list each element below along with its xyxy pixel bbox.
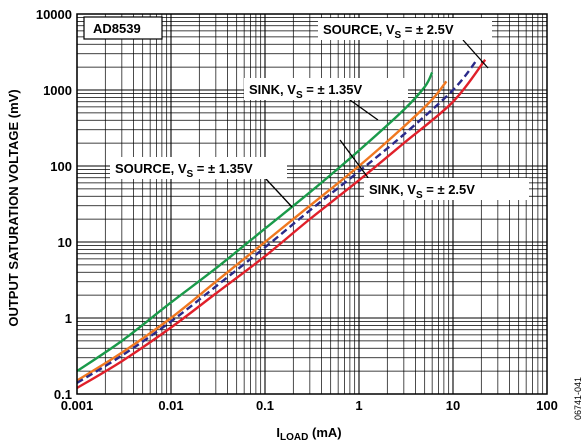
y-tick-label: 0.1	[54, 387, 72, 402]
series-line-source_2v5	[76, 59, 478, 384]
part-label-box: AD8539	[83, 16, 163, 40]
y-tick-labels: 0.1 1 10 100 1000 10000	[36, 7, 72, 402]
annotation-source_1v35: SOURCE, VS = ± 1.35V	[110, 157, 293, 208]
y-tick-label: 10000	[36, 7, 72, 22]
y-axis-label: OUTPUT SATURATION VOLTAGE (mV)	[6, 89, 21, 326]
x-tick-label: 0.01	[158, 398, 183, 413]
annotations: SOURCE, VS = ± 2.5V SINK, VS = ± 1.35V SOU…	[110, 18, 529, 208]
annotation-pointer	[339, 139, 373, 184]
x-tick-label: 10	[446, 398, 460, 413]
annotation-sink_2v5: SINK, VS = ± 2.5V	[339, 139, 529, 201]
annotation-box	[110, 157, 287, 179]
annotation-source_2v5: SOURCE, VS = ± 2.5V	[318, 18, 492, 69]
y-tick-label: 100	[50, 159, 72, 174]
annotation-sink_1v35: SINK, VS = ± 1.35V	[244, 78, 408, 121]
annotation-text: SOURCE, VS = ± 1.35V	[115, 161, 253, 180]
x-tick-labels: 0.001 0.01 0.1 1 10 100	[61, 398, 558, 413]
x-tick-label: 0.001	[61, 398, 94, 413]
y-tick-label: 1	[65, 311, 72, 326]
part-label: AD8539	[93, 21, 141, 36]
annotation-pointer	[462, 39, 489, 69]
figure-code: 06741-041	[573, 377, 583, 420]
annotation-pointer	[349, 99, 379, 121]
y-tick-label: 10	[58, 235, 72, 250]
x-tick-label: 1	[355, 398, 362, 413]
annotation-box	[318, 18, 492, 40]
x-axis-label-sub: LOAD	[280, 432, 308, 443]
x-tick-label: 100	[536, 398, 558, 413]
annotation-box	[244, 78, 408, 100]
x-axis-label: ILOAD (mA)	[276, 425, 341, 443]
x-tick-label: 0.1	[256, 398, 274, 413]
series-line-source_1v35	[76, 71, 434, 373]
plot-frame	[76, 13, 548, 395]
annotation-box	[364, 178, 529, 200]
annotation-text: SOURCE, VS = ± 2.5V	[323, 22, 454, 41]
series-line-sink_2v5	[76, 59, 487, 390]
x-axis-label-tail: (mA)	[308, 425, 341, 440]
annotation-pointer	[265, 178, 293, 208]
series-line-sink_1v35	[76, 80, 448, 382]
series-layer	[76, 59, 487, 390]
x-axis-label-main: I	[276, 425, 280, 440]
y-tick-label: 1000	[43, 83, 72, 98]
annotation-text: SINK, VS = ± 1.35V	[249, 82, 363, 101]
annotation-text: SINK, VS = ± 2.5V	[369, 182, 475, 201]
